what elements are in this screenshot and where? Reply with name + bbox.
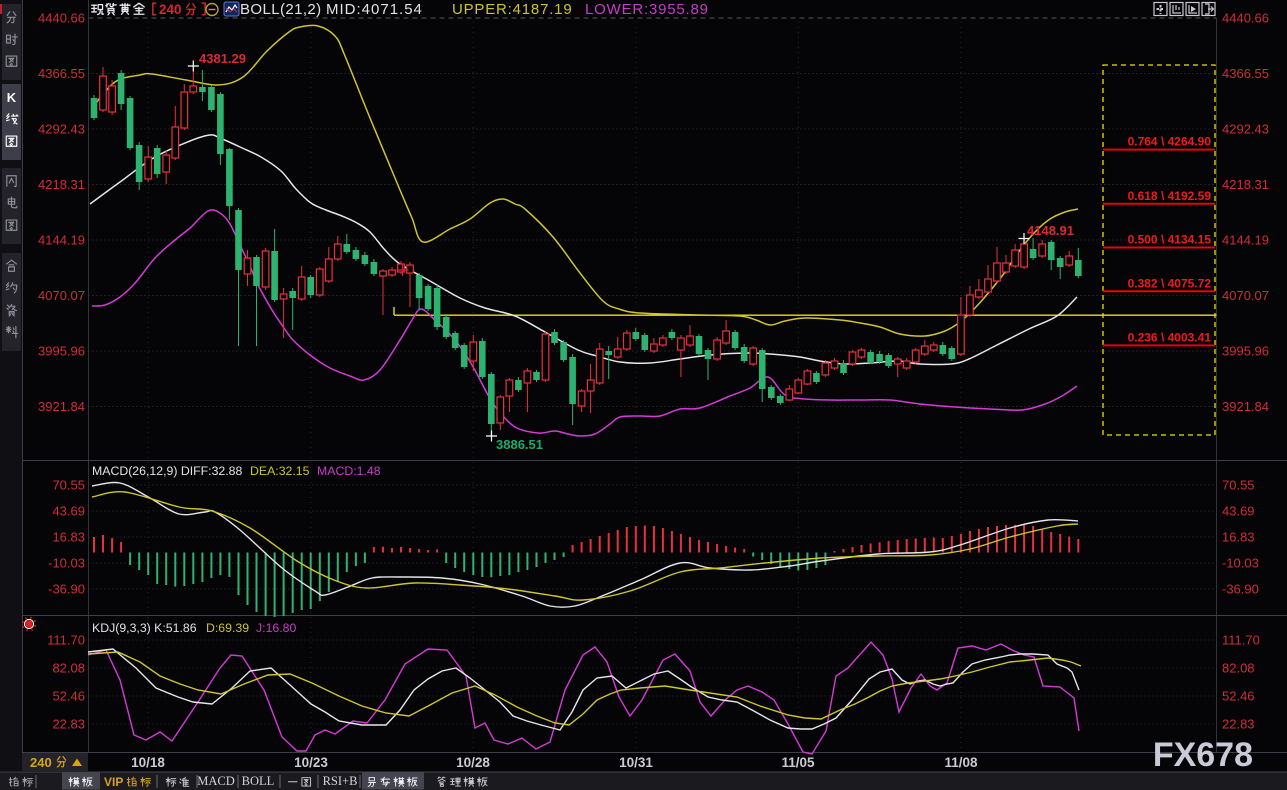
svg-text:10/23: 10/23: [294, 755, 328, 770]
svg-text:K: K: [7, 90, 17, 105]
svg-text:LOWER:3955.89: LOWER:3955.89: [585, 1, 709, 18]
svg-text:82.08: 82.08: [1222, 661, 1255, 676]
svg-text:-10.03: -10.03: [48, 556, 85, 571]
svg-text:KDJ(9,3,3) K:51.86: KDJ(9,3,3) K:51.86: [92, 621, 197, 635]
svg-text:0.382 \ 4075.72: 0.382 \ 4075.72: [1128, 276, 1212, 290]
svg-text:0.618 \ 4192.59: 0.618 \ 4192.59: [1128, 189, 1212, 203]
svg-text:4144.19: 4144.19: [38, 233, 85, 248]
svg-text:10/18: 10/18: [131, 755, 165, 770]
svg-text:RSI+B: RSI+B: [323, 774, 358, 788]
svg-text:52.46: 52.46: [1222, 689, 1255, 704]
svg-text:MACD: MACD: [197, 774, 235, 788]
svg-text:22.83: 22.83: [52, 717, 85, 732]
svg-text:4070.07: 4070.07: [1222, 288, 1269, 303]
svg-text:70.55: 70.55: [1222, 478, 1255, 493]
svg-text:240: 240: [30, 755, 52, 770]
svg-text:4366.55: 4366.55: [38, 66, 85, 81]
svg-text:4366.55: 4366.55: [1222, 66, 1269, 81]
svg-text:4148.91: 4148.91: [1027, 223, 1074, 238]
svg-text:MACD(26,12,9) DIFF:32.88: MACD(26,12,9) DIFF:32.88: [92, 464, 243, 478]
svg-text:J:16.80: J:16.80: [256, 621, 296, 635]
svg-text:16.83: 16.83: [1222, 530, 1255, 545]
svg-text:3886.51: 3886.51: [496, 437, 543, 452]
svg-text:FX678: FX678: [1153, 736, 1253, 774]
svg-text:DEA:32.15: DEA:32.15: [250, 464, 310, 478]
svg-text:70.55: 70.55: [52, 478, 85, 493]
svg-text:UPPER:4187.19: UPPER:4187.19: [452, 1, 572, 18]
svg-text:BOLL: BOLL: [242, 774, 275, 788]
svg-text:3995.96: 3995.96: [1222, 344, 1269, 359]
svg-text:16.83: 16.83: [52, 530, 85, 545]
svg-text:4292.43: 4292.43: [1222, 122, 1269, 137]
svg-text:43.69: 43.69: [1222, 504, 1255, 519]
svg-text:4218.31: 4218.31: [1222, 177, 1269, 192]
svg-text:MACD:1.48: MACD:1.48: [317, 464, 381, 478]
svg-text:-36.90: -36.90: [1222, 582, 1259, 597]
svg-text:52.46: 52.46: [52, 689, 85, 704]
svg-text:43.69: 43.69: [52, 504, 85, 519]
svg-text:4218.31: 4218.31: [38, 177, 85, 192]
svg-text:111.70: 111.70: [1222, 633, 1260, 648]
svg-text:0.500 \ 4134.15: 0.500 \ 4134.15: [1128, 233, 1212, 247]
svg-text:240: 240: [159, 2, 182, 17]
svg-text:D:69.39: D:69.39: [206, 621, 249, 635]
svg-text:3921.84: 3921.84: [38, 399, 85, 414]
svg-text:VIP: VIP: [104, 775, 123, 789]
svg-text:4440.66: 4440.66: [1222, 11, 1269, 26]
svg-text:-10.03: -10.03: [1222, 556, 1259, 571]
svg-text:4292.43: 4292.43: [38, 122, 85, 137]
svg-text:11/08: 11/08: [944, 755, 978, 770]
svg-text:22.83: 22.83: [1222, 717, 1255, 732]
svg-text:4144.19: 4144.19: [1222, 233, 1269, 248]
svg-text:0.236 \ 4003.41: 0.236 \ 4003.41: [1128, 330, 1212, 344]
svg-text:-36.90: -36.90: [48, 582, 85, 597]
svg-text:111.70: 111.70: [47, 633, 85, 648]
svg-text:82.08: 82.08: [52, 661, 85, 676]
svg-text:3995.96: 3995.96: [38, 344, 85, 359]
svg-text:0.764 \ 4264.90: 0.764 \ 4264.90: [1128, 135, 1212, 149]
svg-text:4381.29: 4381.29: [199, 51, 246, 66]
svg-text:4440.66: 4440.66: [38, 11, 85, 26]
svg-text:10/28: 10/28: [456, 755, 490, 770]
svg-text:4070.07: 4070.07: [38, 288, 85, 303]
svg-text:10/31: 10/31: [619, 755, 653, 770]
svg-text:11/05: 11/05: [781, 755, 815, 770]
svg-text:BOLL(21,2): BOLL(21,2): [240, 1, 322, 18]
svg-text:3921.84: 3921.84: [1222, 399, 1269, 414]
svg-text:MID:4071.54: MID:4071.54: [326, 1, 423, 18]
